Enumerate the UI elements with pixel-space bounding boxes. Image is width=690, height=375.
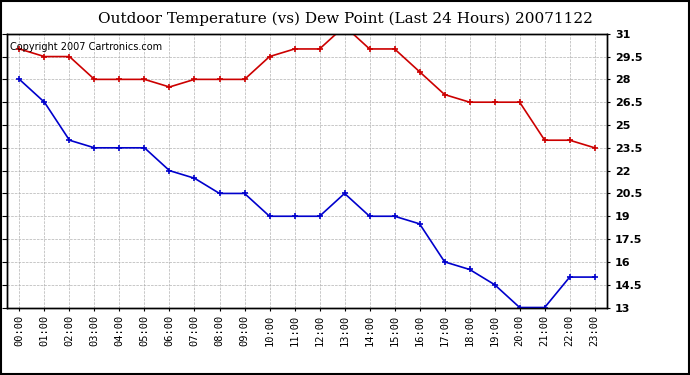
Text: Copyright 2007 Cartronics.com: Copyright 2007 Cartronics.com: [10, 42, 162, 52]
Text: Outdoor Temperature (vs) Dew Point (Last 24 Hours) 20071122: Outdoor Temperature (vs) Dew Point (Last…: [97, 11, 593, 26]
